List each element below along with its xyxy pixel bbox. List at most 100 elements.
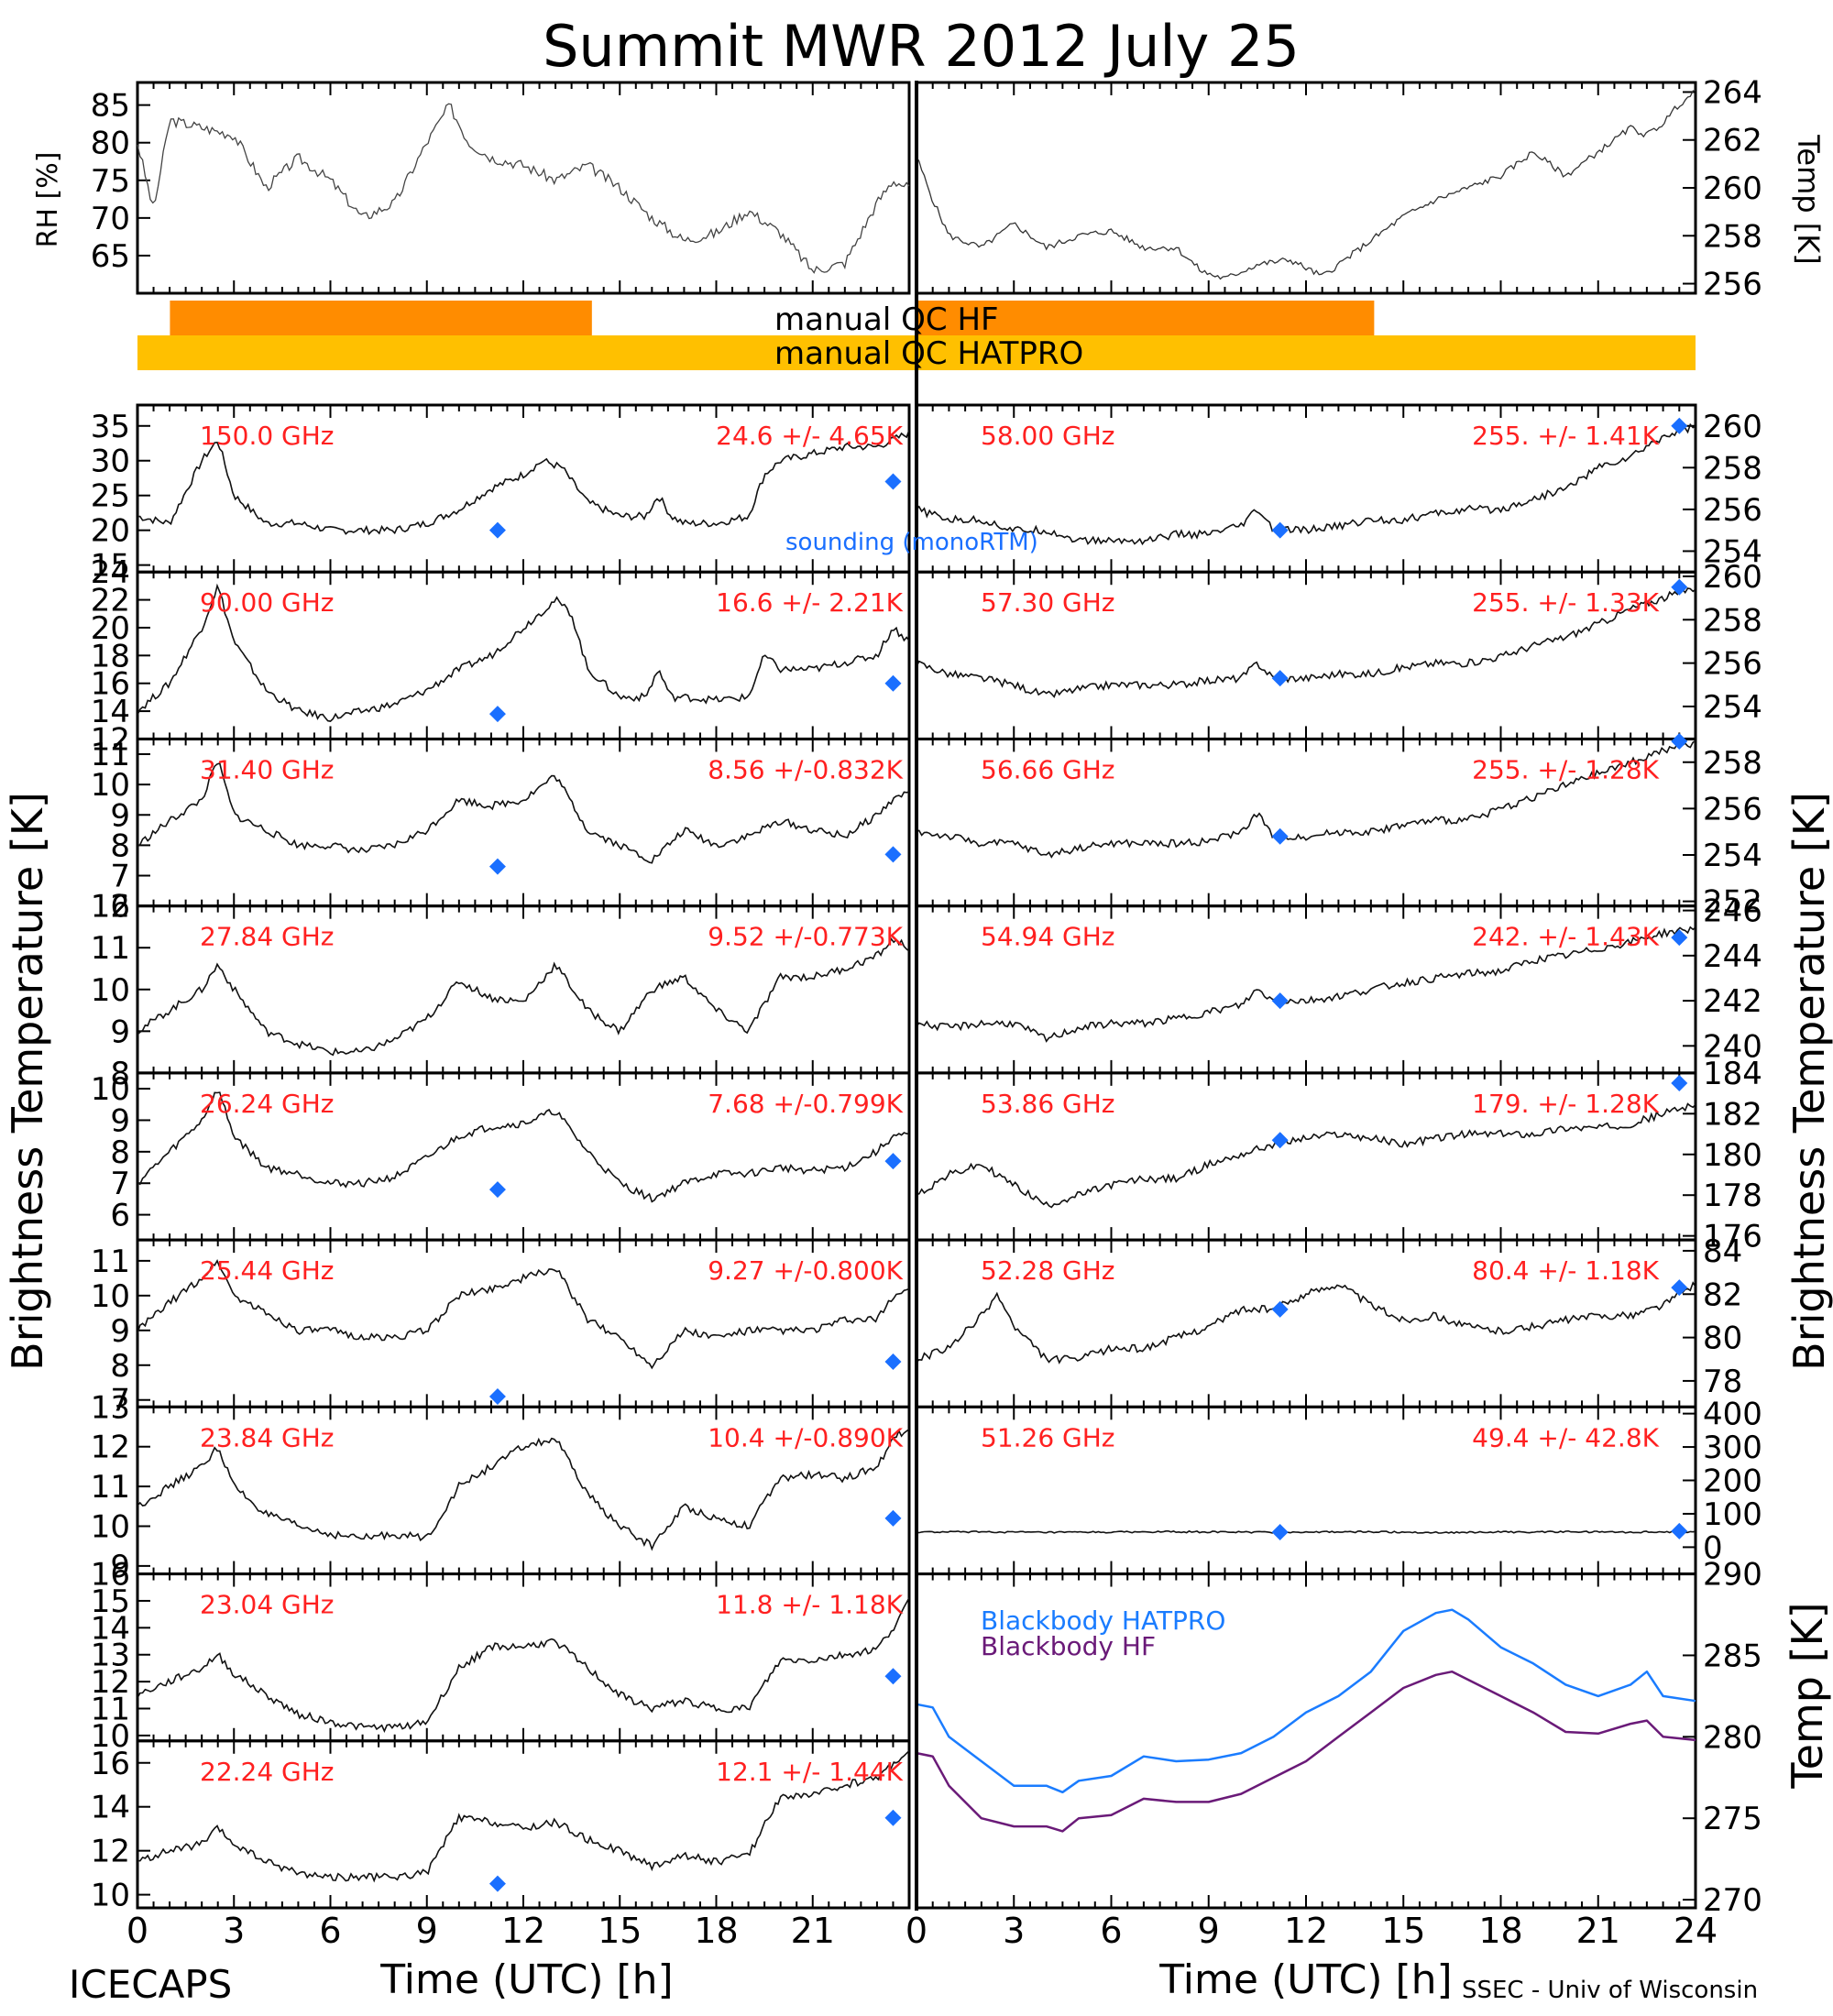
channel-stats-label: 255. +/- 1.41K bbox=[1472, 421, 1659, 451]
y-tick-label: 65 bbox=[91, 238, 130, 275]
sounding-marker bbox=[488, 521, 506, 539]
y-tick-label: 7 bbox=[110, 1166, 130, 1202]
channel-panel-22.24ghz: 10 12 14 16 22.24 GHz 12.1 +/- 1.44K bbox=[91, 1739, 911, 1914]
channel-trace bbox=[137, 1597, 910, 1733]
channel-frequency-label: 23.84 GHz bbox=[200, 1422, 335, 1452]
y-tick-label: 280 bbox=[1703, 1719, 1762, 1756]
sounding-marker bbox=[1271, 521, 1289, 539]
sounding-marker bbox=[488, 1875, 506, 1892]
y-tick-label: 256 bbox=[1703, 267, 1762, 303]
y-tick-label: 290 bbox=[1703, 1557, 1762, 1594]
channel-trace bbox=[137, 1259, 910, 1370]
y-tick-label: 35 bbox=[91, 409, 130, 445]
y-tick-label: 80 bbox=[91, 126, 130, 162]
blackbody-hatpro-line bbox=[916, 1608, 1696, 1794]
footer-left: ICECAPS bbox=[69, 1962, 232, 2007]
x-tick-label: 18 bbox=[1478, 1911, 1522, 1951]
y-tick-label: 262 bbox=[1703, 123, 1762, 159]
y-tick-label: 258 bbox=[1703, 218, 1762, 255]
y-tick-label: 6 bbox=[110, 1198, 130, 1234]
y-tick-label: 14 bbox=[91, 1610, 130, 1647]
channel-frequency-label: 23.04 GHz bbox=[200, 1590, 335, 1620]
channel-panel-57.30ghz: 254 256 258 260 57.30 GHz 255. +/- 1.33K bbox=[915, 559, 1762, 740]
sounding-marker bbox=[488, 1387, 506, 1405]
channel-trace bbox=[137, 1750, 910, 1883]
sounding-marker bbox=[1671, 1075, 1688, 1091]
y-tick-label: 254 bbox=[1703, 838, 1762, 874]
y-tick-label: 260 bbox=[1703, 409, 1762, 445]
met-temp-frame bbox=[915, 81, 1697, 295]
y-tick-label: 300 bbox=[1703, 1430, 1762, 1466]
sounding-marker bbox=[884, 1809, 902, 1826]
channel-trace bbox=[137, 762, 910, 864]
y-tick-label: 275 bbox=[1703, 1801, 1762, 1837]
sounding-marker bbox=[1271, 827, 1289, 845]
y-tick-label: 30 bbox=[91, 444, 130, 480]
y-tick-label: 260 bbox=[1703, 170, 1762, 207]
x-tick-label: 21 bbox=[1576, 1911, 1620, 1951]
y-tick-label: 11 bbox=[91, 1692, 130, 1728]
channel-frequency-label: 56.66 GHz bbox=[981, 754, 1115, 784]
figure-title: Summit MWR 2012 July 25 bbox=[543, 13, 1300, 80]
y-tick-label: 182 bbox=[1703, 1096, 1762, 1133]
sounding-marker bbox=[1271, 992, 1289, 1010]
channel-stats-label: 11.8 +/- 1.18K bbox=[716, 1590, 903, 1620]
y-tick-label: 84 bbox=[1703, 1233, 1742, 1270]
y-tick-label: 252 bbox=[1703, 884, 1762, 921]
y-tick-label: 12 bbox=[91, 889, 130, 926]
y-tick-label: 10 bbox=[91, 1278, 130, 1315]
sounding-marker bbox=[884, 1153, 902, 1170]
y-tick-label: 20 bbox=[91, 513, 130, 550]
y-tick-label: 13 bbox=[91, 1638, 130, 1674]
y-tick-label: 264 bbox=[1703, 74, 1762, 111]
x-tick-label: 0 bbox=[906, 1911, 927, 1951]
met-temp-axis-label: Temp [K] bbox=[1791, 134, 1826, 264]
sounding-marker bbox=[1671, 732, 1688, 750]
channel-trace bbox=[137, 583, 910, 722]
sounding-marker bbox=[1671, 417, 1688, 434]
channel-panel-54.94ghz: 240 242 244 246 54.94 GHz 242. +/- 1.43K bbox=[915, 893, 1762, 1075]
channel-panel-52.28ghz: 78 80 82 84 52.28 GHz 80.4 +/- 1.18K bbox=[915, 1233, 1742, 1408]
bb-hf-legend: Blackbody HF bbox=[981, 1631, 1156, 1661]
channel-trace bbox=[916, 1281, 1696, 1364]
y-tick-label: 8 bbox=[110, 1348, 130, 1385]
channel-frequency-label: 54.94 GHz bbox=[981, 922, 1115, 952]
x-tick-labels-left: 0 3 6 9 12 15 18 21 bbox=[126, 1911, 835, 1951]
y-tick-label: 22 bbox=[91, 583, 130, 619]
sounding-marker bbox=[488, 858, 506, 875]
y-tick-label: 242 bbox=[1703, 983, 1762, 1020]
y-tick-label: 12 bbox=[91, 1834, 130, 1870]
channel-stats-label: 16.6 +/- 2.21K bbox=[716, 587, 903, 618]
channel-trace bbox=[916, 1529, 1696, 1534]
sounding-marker bbox=[884, 674, 902, 692]
y-tick-label: 11 bbox=[91, 1469, 130, 1506]
y-tick-label: 9 bbox=[110, 1549, 130, 1585]
y-tick-label: 18 bbox=[91, 638, 130, 674]
y-tick-label: 285 bbox=[1703, 1638, 1762, 1674]
y-tick-label: 80 bbox=[1703, 1320, 1742, 1357]
channel-trace bbox=[137, 937, 910, 1057]
channel-frequency-label: 22.24 GHz bbox=[200, 1757, 335, 1787]
y-tick-label: 8 bbox=[110, 1056, 130, 1092]
y-tick-label: 12 bbox=[91, 1664, 130, 1701]
y-tick-label: 11 bbox=[91, 1244, 130, 1280]
channel-frequency-label: 27.84 GHz bbox=[200, 922, 335, 952]
channel-stats-label: 179. +/- 1.28K bbox=[1472, 1089, 1659, 1119]
channel-trace bbox=[916, 740, 1696, 859]
channel-stats-label: 9.27 +/-0.800K bbox=[708, 1255, 903, 1286]
y-tick-label: 85 bbox=[91, 88, 130, 125]
y-tick-label: 24 bbox=[91, 554, 130, 591]
channel-panel-27.84ghz: 8 9 10 11 12 27.84 GHz 9.52 +/-0.773K bbox=[91, 889, 911, 1092]
channel-frequency-label: 57.30 GHz bbox=[981, 587, 1115, 618]
x-tick-label: 12 bbox=[1284, 1911, 1328, 1951]
x-axis-label-left: Time (UTC) [h] bbox=[379, 1956, 673, 2003]
met-rh-axis-label: RH [%] bbox=[32, 152, 64, 248]
y-tick-label: 10 bbox=[91, 767, 130, 804]
sounding-marker bbox=[1271, 670, 1289, 687]
y-tick-label: 254 bbox=[1703, 689, 1762, 726]
